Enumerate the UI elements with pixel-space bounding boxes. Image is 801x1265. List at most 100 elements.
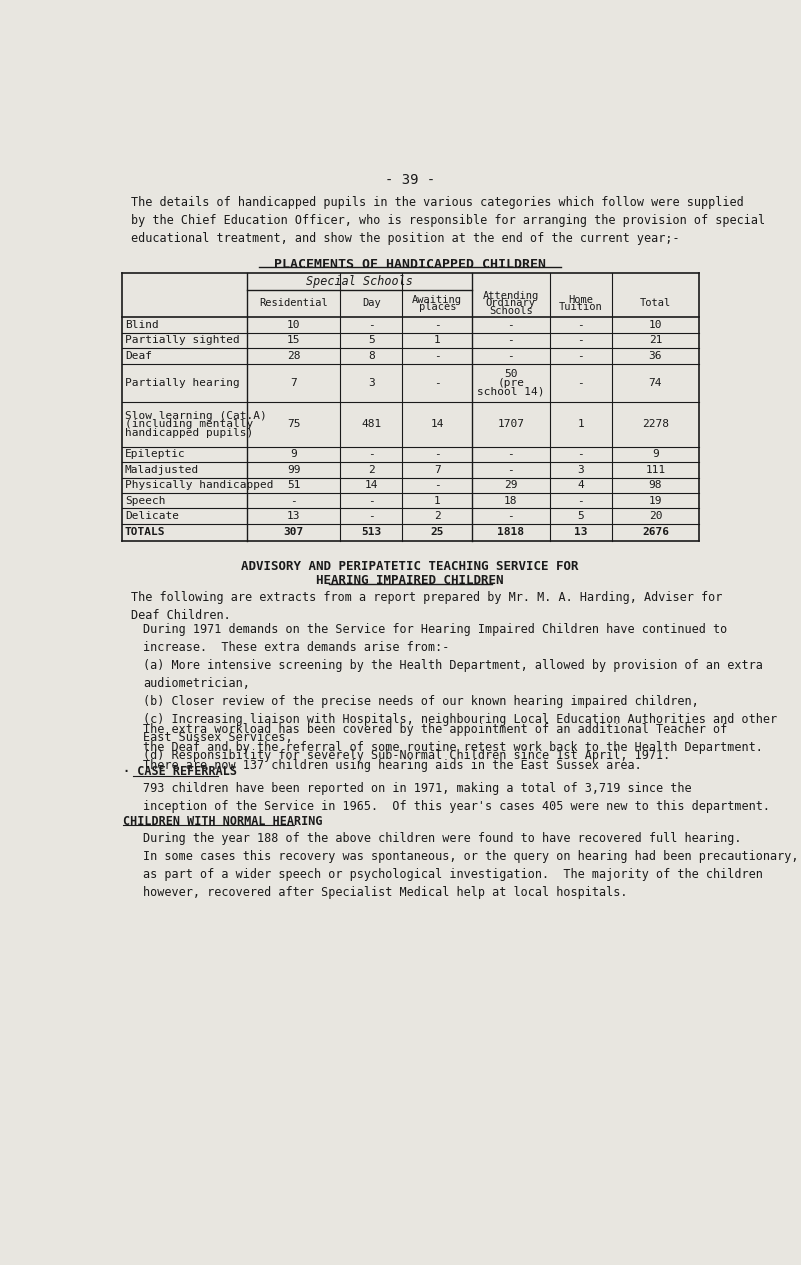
- Text: Home: Home: [568, 295, 593, 305]
- Text: Physically handicapped: Physically handicapped: [125, 481, 273, 491]
- Text: Residential: Residential: [260, 299, 328, 309]
- Text: -: -: [434, 320, 441, 330]
- Text: 9: 9: [291, 449, 297, 459]
- Text: (pre: (pre: [497, 378, 525, 388]
- Text: (including mentally: (including mentally: [125, 420, 253, 429]
- Text: -: -: [508, 464, 514, 474]
- Text: 28: 28: [287, 350, 300, 361]
- Text: Partially sighted: Partially sighted: [125, 335, 239, 345]
- Text: CHILDREN WITH NORMAL HEARING: CHILDREN WITH NORMAL HEARING: [123, 815, 323, 827]
- Text: Partially hearing: Partially hearing: [125, 378, 239, 388]
- Text: 513: 513: [361, 528, 381, 538]
- Text: 29: 29: [504, 481, 517, 491]
- Text: Epileptic: Epileptic: [125, 449, 186, 459]
- Text: TOTALS: TOTALS: [125, 528, 166, 538]
- Text: 51: 51: [287, 481, 300, 491]
- Text: During 1971 demands on the Service for Hearing Impaired Children have continued : During 1971 demands on the Service for H…: [143, 624, 777, 762]
- Text: 1: 1: [434, 335, 441, 345]
- Text: 13: 13: [574, 528, 587, 538]
- Text: -: -: [578, 378, 584, 388]
- Text: ADVISORY AND PERIPATETIC TEACHING SERVICE FOR: ADVISORY AND PERIPATETIC TEACHING SERVIC…: [241, 560, 579, 573]
- Text: 13: 13: [287, 511, 300, 521]
- Text: 74: 74: [649, 378, 662, 388]
- Text: -: -: [508, 320, 514, 330]
- Text: 99: 99: [287, 464, 300, 474]
- Text: 3: 3: [368, 378, 375, 388]
- Text: 98: 98: [649, 481, 662, 491]
- Text: 5: 5: [578, 511, 584, 521]
- Text: Ordinary: Ordinary: [486, 299, 536, 309]
- Text: 19: 19: [649, 496, 662, 506]
- Text: 481: 481: [361, 420, 381, 429]
- Text: 14: 14: [364, 481, 378, 491]
- Text: Maladjusted: Maladjusted: [125, 464, 199, 474]
- Text: 2676: 2676: [642, 528, 669, 538]
- Text: -: -: [291, 496, 297, 506]
- Text: -: -: [578, 496, 584, 506]
- Text: handicapped pupils): handicapped pupils): [125, 428, 253, 438]
- Text: -: -: [368, 511, 375, 521]
- Text: Deaf: Deaf: [125, 350, 152, 361]
- Text: Tuition: Tuition: [559, 302, 602, 312]
- Text: 36: 36: [649, 350, 662, 361]
- Text: -: -: [368, 320, 375, 330]
- Text: 21: 21: [649, 335, 662, 345]
- Text: 4: 4: [578, 481, 584, 491]
- Text: 793 children have been reported on in 1971, making a total of 3,719 since the
in: 793 children have been reported on in 19…: [143, 783, 770, 813]
- Text: 1: 1: [434, 496, 441, 506]
- Text: 20: 20: [649, 511, 662, 521]
- Text: places: places: [418, 302, 456, 312]
- Text: -: -: [434, 481, 441, 491]
- Text: 25: 25: [430, 528, 444, 538]
- Text: Speech: Speech: [125, 496, 166, 506]
- Text: · CASE REFERRALS: · CASE REFERRALS: [123, 765, 237, 778]
- Text: 307: 307: [284, 528, 304, 538]
- Text: -: -: [578, 335, 584, 345]
- Text: -: -: [368, 449, 375, 459]
- Text: 1: 1: [578, 420, 584, 429]
- Text: PLACEMENTS OF HANDICAPPED CHILDREN: PLACEMENTS OF HANDICAPPED CHILDREN: [274, 258, 546, 271]
- Text: HEARING IMPAIRED CHILDREN: HEARING IMPAIRED CHILDREN: [316, 574, 504, 587]
- Text: 2: 2: [368, 464, 375, 474]
- Text: Awaiting: Awaiting: [413, 295, 462, 305]
- Text: 1818: 1818: [497, 528, 525, 538]
- Text: The extra workload has been covered by the appointment of an additional Teacher : The extra workload has been covered by t…: [143, 724, 763, 772]
- Text: 50: 50: [504, 369, 517, 380]
- Text: -: -: [578, 449, 584, 459]
- Text: Total: Total: [640, 299, 671, 309]
- Text: Day: Day: [362, 299, 380, 309]
- Text: 15: 15: [287, 335, 300, 345]
- Text: 7: 7: [434, 464, 441, 474]
- Text: -: -: [578, 320, 584, 330]
- Text: -: -: [434, 378, 441, 388]
- Text: -: -: [508, 350, 514, 361]
- Text: Delicate: Delicate: [125, 511, 179, 521]
- Text: Slow learning (Cat.A): Slow learning (Cat.A): [125, 411, 267, 421]
- Text: 5: 5: [368, 335, 375, 345]
- Text: 18: 18: [504, 496, 517, 506]
- Text: -: -: [508, 335, 514, 345]
- Text: -: -: [434, 449, 441, 459]
- Text: 9: 9: [652, 449, 658, 459]
- Text: school 14): school 14): [477, 386, 545, 396]
- Text: The details of handicapped pupils in the various categories which follow were su: The details of handicapped pupils in the…: [131, 196, 765, 245]
- Text: During the year 188 of the above children were found to have recovered full hear: During the year 188 of the above childre…: [143, 831, 799, 898]
- Text: 8: 8: [368, 350, 375, 361]
- Text: -: -: [578, 350, 584, 361]
- Text: -: -: [434, 350, 441, 361]
- Text: 111: 111: [646, 464, 666, 474]
- Text: 1707: 1707: [497, 420, 525, 429]
- Text: Attending: Attending: [483, 291, 539, 301]
- Text: 14: 14: [430, 420, 444, 429]
- Text: 3: 3: [578, 464, 584, 474]
- Text: 7: 7: [291, 378, 297, 388]
- Text: 10: 10: [649, 320, 662, 330]
- Text: Special Schools: Special Schools: [306, 275, 413, 287]
- Text: 10: 10: [287, 320, 300, 330]
- Text: -: -: [508, 449, 514, 459]
- Text: Blind: Blind: [125, 320, 159, 330]
- Text: - 39 -: - 39 -: [385, 173, 435, 187]
- Text: -: -: [368, 496, 375, 506]
- Text: -: -: [508, 511, 514, 521]
- Text: 2: 2: [434, 511, 441, 521]
